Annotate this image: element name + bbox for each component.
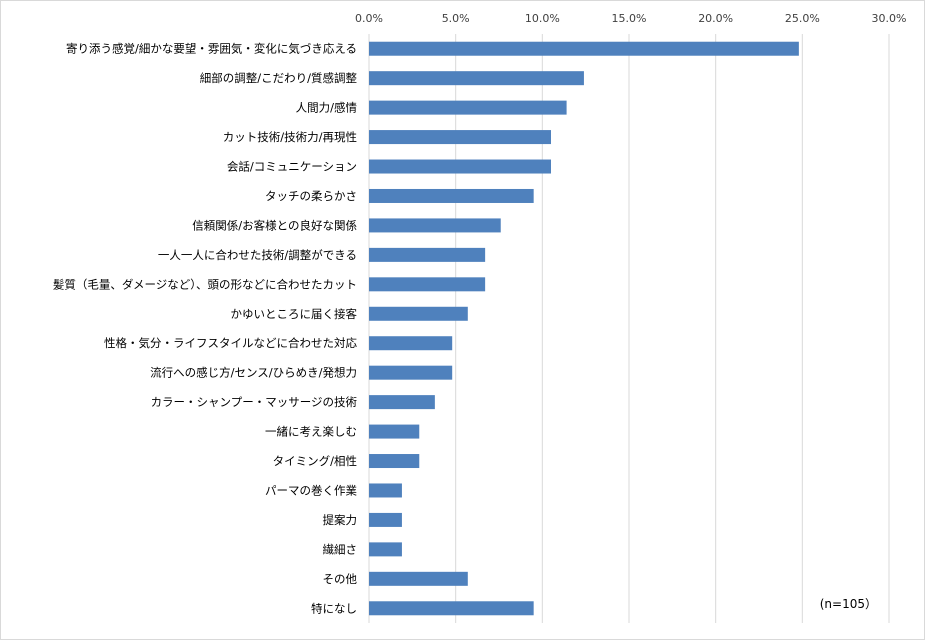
bar — [369, 395, 435, 410]
bar — [369, 218, 501, 233]
bar — [369, 601, 534, 616]
x-tick-label: 10.0% — [525, 12, 560, 25]
category-label: その他 — [323, 572, 358, 586]
x-tick-label: 25.0% — [785, 12, 820, 25]
bar — [369, 336, 453, 351]
bar — [369, 542, 402, 557]
gridlines — [368, 34, 890, 623]
category-label: 寄り添う感覚/細かな要望・雰囲気・変化に気づき応える — [66, 42, 357, 56]
category-label: 提案力 — [323, 513, 358, 527]
x-axis-ticks: 0.0% 5.0% 10.0% 15.0% 20.0% 25.0% 30.0% — [355, 12, 906, 25]
category-label: タイミング/相性 — [273, 454, 357, 468]
bar — [369, 277, 486, 292]
category-label: 人間力/感情 — [296, 101, 358, 115]
category-label: 繊細さ — [323, 542, 358, 556]
bar — [369, 100, 567, 115]
bars — [369, 41, 799, 616]
bar — [369, 71, 584, 86]
category-label: 一緒に考え楽しむ — [265, 425, 357, 439]
x-tick-label: 5.0% — [442, 12, 470, 25]
category-label: 一人一人に合わせた技術/調整ができる — [158, 248, 357, 262]
category-labels: 寄り添う感覚/細かな要望・雰囲気・変化に気づき応える細部の調整/こだわり/質感調… — [53, 42, 358, 616]
bar — [369, 512, 402, 527]
category-label: 髪質（毛量、ダメージなど）、頭の形などに合わせたカット — [53, 277, 357, 291]
category-label: 流行への感じ方/センス/ひらめき/発想力 — [150, 366, 357, 380]
bar — [369, 306, 468, 321]
bar — [369, 247, 486, 262]
category-label: タッチの柔らかさ — [265, 189, 357, 203]
bar — [369, 454, 420, 469]
bar — [369, 571, 468, 586]
bar — [369, 365, 453, 380]
x-tick-label: 30.0% — [872, 12, 907, 25]
category-label: かゆいところに届く接客 — [231, 307, 358, 321]
category-label: パーマの巻く作業 — [265, 483, 357, 497]
category-label: カット技術/技術力/再現性 — [223, 130, 357, 144]
category-label: 会話/コミュニケーション — [227, 160, 357, 174]
category-label: 細部の調整/こだわり/質感調整 — [200, 71, 358, 85]
bar — [369, 483, 402, 498]
bar — [369, 130, 551, 145]
sample-size-note: (n=105） — [820, 597, 877, 611]
x-tick-label: 20.0% — [698, 12, 733, 25]
bar — [369, 188, 534, 203]
bar — [369, 424, 420, 439]
category-label: カラー・シャンプー・マッサージの技術 — [151, 395, 358, 409]
category-label: 信頼関係/お客様との良好な関係 — [192, 218, 357, 232]
bar — [369, 41, 799, 56]
category-label: 性格・気分・ライフスタイルなどに合わせた対応 — [104, 336, 357, 350]
bar — [369, 159, 551, 174]
category-label: 特になし — [311, 601, 357, 615]
x-tick-label: 15.0% — [612, 12, 647, 25]
x-tick-label: 0.0% — [355, 12, 383, 25]
